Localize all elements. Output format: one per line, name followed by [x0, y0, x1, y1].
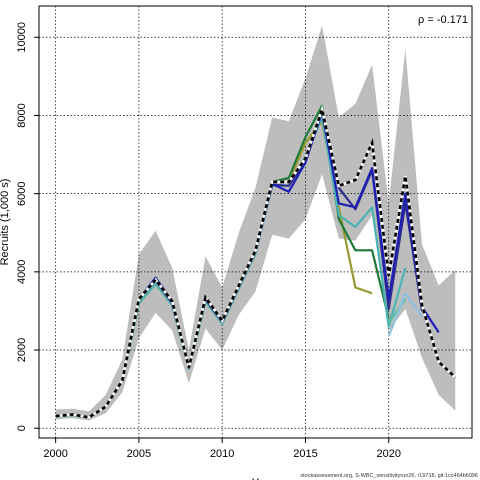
series-line-peel6	[387, 292, 423, 337]
y-tick-label: 0	[16, 425, 28, 431]
x-tick-label: 2010	[210, 448, 234, 460]
y-axis-title: Recruits (1,000 s)	[0, 179, 11, 266]
x-tick-label: 2020	[376, 448, 400, 460]
footer-credit: stockassessment.org, S-WBC_sensitivityru…	[300, 473, 478, 479]
y-tick-label: 8000	[16, 103, 28, 127]
confidence-band-layer	[55, 25, 456, 421]
confidence-band	[55, 25, 456, 421]
rho-annotation: ρ = -0.171	[418, 14, 468, 26]
series-line-base	[55, 104, 457, 419]
y-tick-label: 10000	[16, 22, 28, 53]
x-tick-label: 2015	[293, 448, 317, 460]
y-tick-label: 2000	[16, 338, 28, 362]
x-axis-title: Y	[252, 477, 260, 480]
series-layer	[55, 104, 457, 419]
axis-layer: 2000 2005 2010 2015 2020 0 2000 4000 6000 8000 100…	[16, 22, 401, 460]
x-tick-label: 2000	[43, 448, 67, 460]
plot-frame	[38, 5, 473, 439]
x-tick-label: 2005	[127, 448, 151, 460]
y-tick-label: 6000	[16, 181, 28, 205]
y-tick-label: 4000	[16, 260, 28, 284]
grid-layer	[39, 6, 472, 438]
